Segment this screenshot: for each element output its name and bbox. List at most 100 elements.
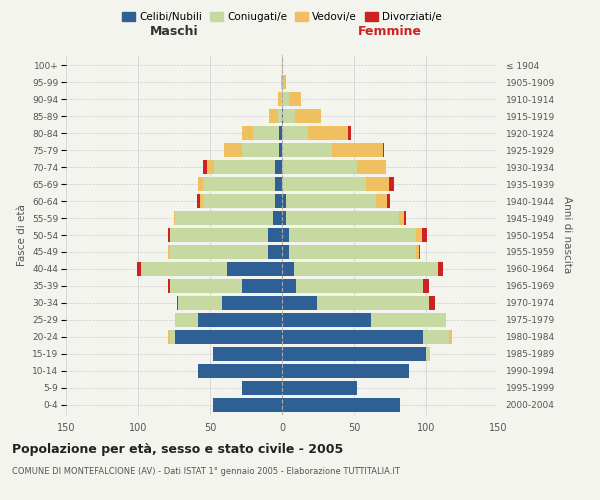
Bar <box>282 75 283 89</box>
Bar <box>282 126 308 140</box>
Bar <box>282 194 286 208</box>
Bar <box>289 92 301 106</box>
Bar <box>282 228 289 242</box>
Bar <box>177 296 178 310</box>
Bar <box>404 211 406 225</box>
Bar <box>170 279 242 293</box>
Bar <box>282 143 332 157</box>
Bar <box>141 262 227 276</box>
Bar <box>398 211 404 225</box>
Bar <box>224 143 242 157</box>
Text: COMUNE DI MONTEFALCIONE (AV) - Dati ISTAT 1° gennaio 2005 - Elaborazione TUTTITA: COMUNE DI MONTEFALCIONE (AV) - Dati ISTA… <box>12 468 400 476</box>
Y-axis label: Fasce di età: Fasce di età <box>17 204 26 266</box>
Bar <box>221 296 282 310</box>
Bar <box>419 245 420 259</box>
Bar <box>203 160 207 174</box>
Bar <box>168 330 170 344</box>
Bar <box>332 143 383 157</box>
Bar <box>203 177 275 191</box>
Bar <box>423 330 449 344</box>
Text: Maschi: Maschi <box>149 25 199 38</box>
Bar <box>437 262 443 276</box>
Bar <box>348 126 351 140</box>
Bar <box>203 194 275 208</box>
Bar <box>213 398 282 412</box>
Bar <box>282 211 286 225</box>
Bar <box>289 228 416 242</box>
Bar <box>242 126 253 140</box>
Bar <box>268 228 282 242</box>
Bar <box>282 109 283 123</box>
Bar <box>376 194 387 208</box>
Bar <box>175 313 199 327</box>
Bar <box>174 211 175 225</box>
Bar <box>449 330 452 344</box>
Bar <box>282 296 317 310</box>
Bar <box>137 262 141 276</box>
Bar <box>278 92 281 106</box>
Bar <box>278 109 282 123</box>
Bar <box>279 143 282 157</box>
Bar <box>289 245 416 259</box>
Bar <box>282 398 400 412</box>
Bar <box>296 279 423 293</box>
Bar <box>426 347 430 361</box>
Bar <box>227 262 282 276</box>
Bar <box>168 245 170 259</box>
Bar <box>170 245 268 259</box>
Bar <box>282 330 423 344</box>
Bar <box>168 228 170 242</box>
Bar <box>282 245 289 259</box>
Bar <box>282 160 357 174</box>
Bar <box>286 211 398 225</box>
Bar <box>275 194 282 208</box>
Bar <box>197 194 200 208</box>
Bar <box>281 75 282 89</box>
Bar <box>253 126 279 140</box>
Bar <box>242 143 279 157</box>
Bar <box>170 330 175 344</box>
Bar <box>199 364 282 378</box>
Bar <box>282 313 371 327</box>
Bar <box>242 279 282 293</box>
Bar <box>282 58 283 72</box>
Bar <box>371 313 446 327</box>
Bar <box>279 126 282 140</box>
Bar <box>282 177 365 191</box>
Bar <box>429 296 434 310</box>
Bar <box>282 364 409 378</box>
Bar <box>282 381 357 395</box>
Bar <box>383 143 384 157</box>
Bar <box>274 211 282 225</box>
Bar <box>242 381 282 395</box>
Bar <box>283 75 286 89</box>
Y-axis label: Anni di nascita: Anni di nascita <box>562 196 572 274</box>
Bar <box>269 109 278 123</box>
Bar <box>308 126 348 140</box>
Bar <box>389 177 394 191</box>
Bar <box>282 262 293 276</box>
Text: Popolazione per età, sesso e stato civile - 2005: Popolazione per età, sesso e stato civil… <box>12 442 343 456</box>
Bar <box>416 228 422 242</box>
Text: Femmine: Femmine <box>358 25 422 38</box>
Bar <box>387 194 390 208</box>
Bar <box>283 109 295 123</box>
Bar <box>178 296 221 310</box>
Bar <box>268 245 282 259</box>
Bar <box>213 347 282 361</box>
Bar <box>168 279 170 293</box>
Bar <box>282 92 289 106</box>
Bar <box>207 160 214 174</box>
Legend: Celibi/Nubili, Coniugati/e, Vedovi/e, Divorziati/e: Celibi/Nubili, Coniugati/e, Vedovi/e, Di… <box>118 8 446 26</box>
Bar <box>416 245 419 259</box>
Bar <box>422 228 427 242</box>
Bar <box>199 313 282 327</box>
Bar <box>317 296 429 310</box>
Bar <box>286 194 376 208</box>
Bar <box>365 177 389 191</box>
Bar <box>357 160 386 174</box>
Bar <box>175 330 282 344</box>
Bar <box>214 160 275 174</box>
Bar <box>175 211 274 225</box>
Bar <box>282 347 426 361</box>
